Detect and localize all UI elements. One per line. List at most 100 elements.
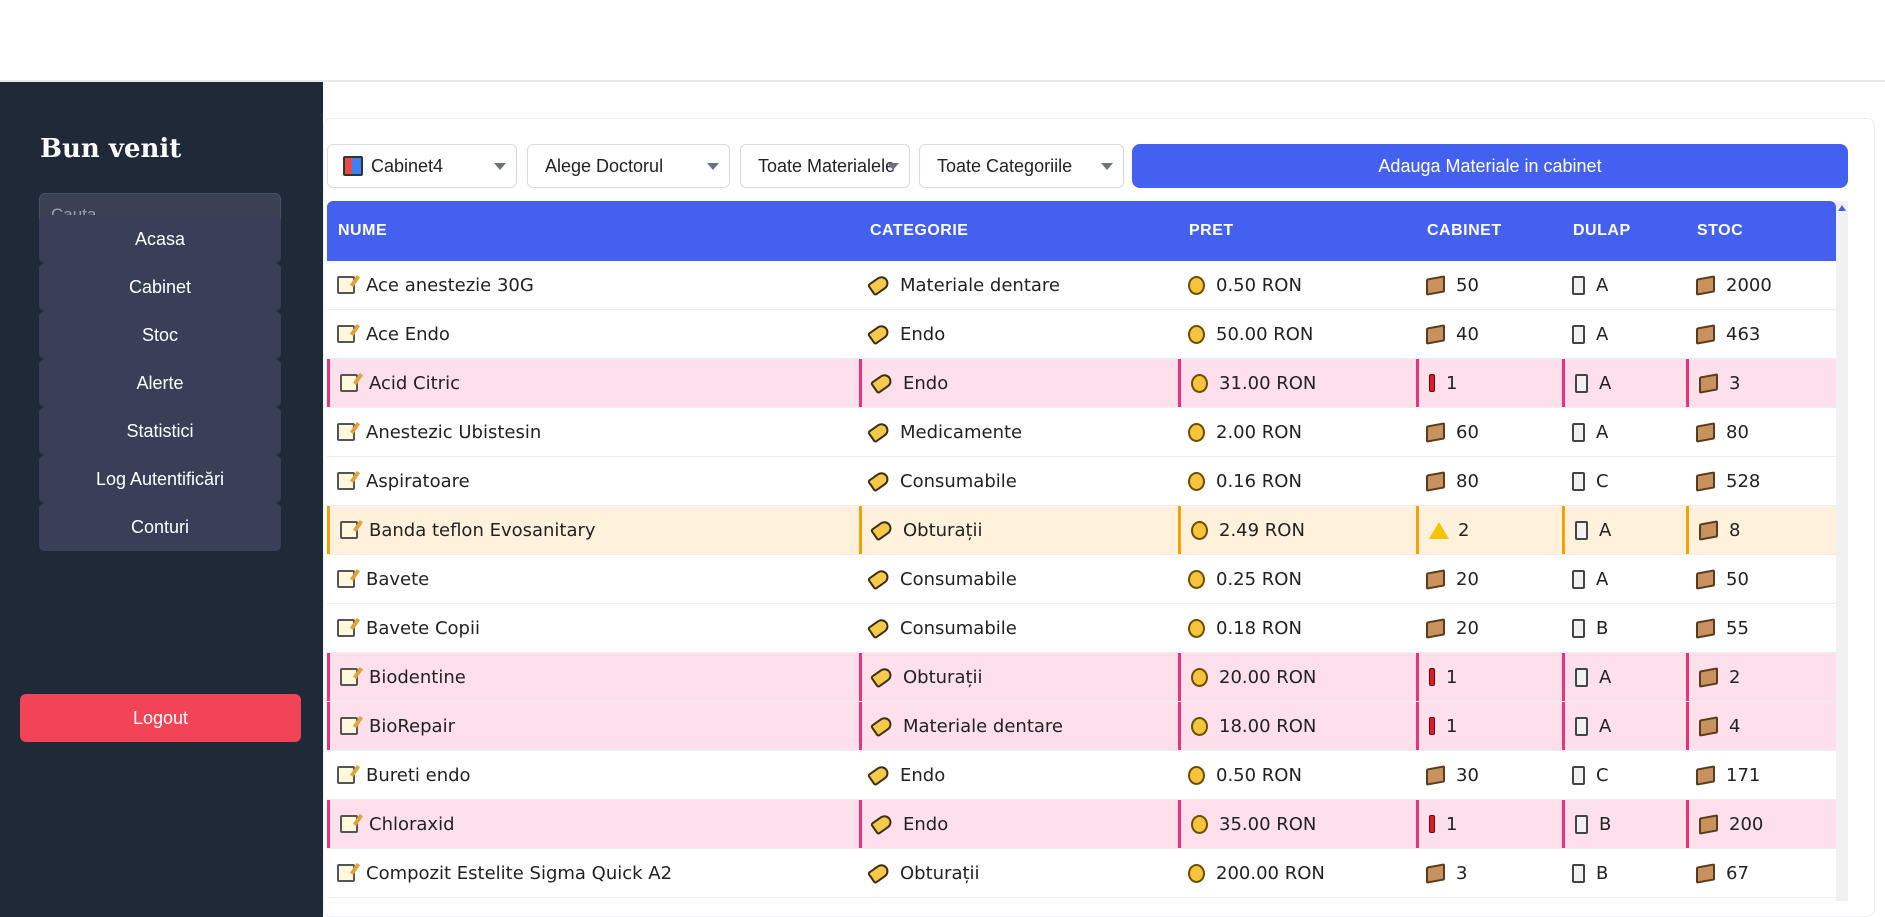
material-stoc: 200 [1729,813,1764,835]
cell-dulap: A [1562,359,1686,407]
logout-button[interactable]: Logout [20,694,301,742]
tag-icon [866,322,892,346]
top-bar [0,0,1885,82]
nav-conturi-button[interactable]: Conturi [39,503,281,551]
cell-dulap: A [1562,261,1686,309]
cell-dulap: B [1562,800,1686,848]
cell-stoc: 80 [1686,408,1836,456]
material-category: Endo [903,813,949,835]
add-materials-button[interactable]: Adauga Materiale in cabinet [1132,144,1848,188]
header-stoc[interactable]: STOC [1697,222,1744,239]
table-row[interactable]: Bavete Copii Consumabile 0.18 RON 20 B 55 [327,604,1836,653]
cell-pret: 0.16 RON [1178,457,1416,505]
cell-categorie: Consumabile [859,604,1178,652]
cell-categorie: Consumabile [859,457,1178,505]
exclamation-icon [1429,717,1435,735]
table-row[interactable]: Banda teflon Evosanitary Obturații 2.49 RO… [327,506,1836,555]
table-row[interactable]: Bureti endo Endo 0.50 RON 30 C 171 [327,751,1836,800]
package-icon [1696,617,1715,639]
cell-stoc: 528 [1686,457,1836,505]
table-row[interactable]: Compozit Estelite Sigma Quick A2 Obturați… [327,849,1836,898]
cell-pret: 0.25 RON [1178,555,1416,603]
chevron-down-icon [887,163,899,170]
table-row[interactable]: Ace anestezie 30G Materiale dentare 0.50 R… [327,261,1836,310]
material-stoc: 80 [1726,421,1749,443]
cell-nume: BioRepair [327,702,859,750]
memo-icon [337,619,355,637]
cell-nume: Anestezic Ubistesin [327,408,859,456]
tag-icon [866,861,892,885]
cell-stoc: 4 [1686,702,1836,750]
nav-stoc-button[interactable]: Stoc [39,311,281,359]
materials-select[interactable]: Toate Materialele [740,144,910,188]
cell-categorie: Endo [859,751,1178,799]
cell-nume: Bureti endo [327,751,859,799]
exclamation-icon [1429,668,1435,686]
nav-log-autentificari-button[interactable]: Log Autentificări [39,455,281,503]
material-cabinet-qty: 60 [1456,421,1479,443]
memo-icon [340,521,358,539]
nav-alerte-button[interactable]: Alerte [39,359,281,407]
table-row[interactable]: Chloraxid Endo 35.00 RON 1 B 200 [327,800,1836,849]
cell-cabinet: 30 [1416,751,1562,799]
nav-statistici-button[interactable]: Statistici [39,407,281,455]
package-icon [1426,862,1445,884]
memo-icon [337,325,355,343]
table-header: NUME CATEGORIE PRET CABINET DULAP STOC [327,201,1836,261]
material-stoc: 463 [1726,323,1761,345]
table-scrollbar[interactable] [1836,201,1848,901]
package-icon [1426,470,1445,492]
money-bag-icon [1188,765,1205,785]
cell-nume: Bavete Copii [327,604,859,652]
cell-nume: Acid Citric [327,359,859,407]
header-categorie[interactable]: CATEGORIE [870,222,969,239]
table-row[interactable]: Anestezic Ubistesin Medicamente 2.00 RON 60… [327,408,1836,457]
package-icon [1696,764,1715,786]
header-cabinet[interactable]: CABINET [1427,222,1502,239]
memo-icon [337,423,355,441]
cell-dulap: B [1562,849,1686,897]
cell-stoc: 8 [1686,506,1836,554]
cell-cabinet: 20 [1416,604,1562,652]
chevron-down-icon [494,163,506,170]
materials-select-value: Toate Materialele [758,155,896,176]
nav-acasa-button[interactable]: Acasa [39,215,281,263]
doctor-select[interactable]: Alege Doctorul [527,144,730,188]
package-icon [1699,666,1718,688]
table-row[interactable]: Acid Citric Endo 31.00 RON 1 A 3 [327,359,1836,408]
material-dulap: A [1599,715,1612,737]
cabinet-select[interactable]: Cabinet4 [327,144,517,188]
cell-cabinet: 2 [1416,506,1562,554]
package-icon [1696,274,1715,296]
material-category: Medicamente [900,421,1023,443]
categories-select[interactable]: Toate Categoriile [919,144,1124,188]
table-row[interactable]: Aspiratoare Consumabile 0.16 RON 80 C 528 [327,457,1836,506]
table-row[interactable]: Bavete Consumabile 0.25 RON 20 A 50 [327,555,1836,604]
table-row[interactable]: Ace Endo Endo 50.00 RON 40 A 463 [327,310,1836,359]
scroll-up-arrow-icon[interactable] [1838,205,1846,211]
tag-icon [869,518,895,542]
material-category: Obturații [903,519,983,541]
cell-dulap: C [1562,751,1686,799]
header-dulap[interactable]: DULAP [1573,222,1631,239]
package-icon [1699,372,1718,394]
nav-cabinet-button[interactable]: Cabinet [39,263,281,311]
material-cabinet-qty: 20 [1456,617,1479,639]
material-cabinet-qty: 1 [1446,813,1458,835]
material-name: Acid Citric [369,372,460,394]
material-dulap: C [1596,470,1609,492]
money-bag-icon [1191,814,1208,834]
money-bag-icon [1188,324,1205,344]
table-row[interactable]: Biodentine Obturații 20.00 RON 1 A 2 [327,653,1836,702]
header-pret[interactable]: PRET [1189,222,1234,239]
table-row[interactable]: BioRepair Materiale dentare 18.00 RON 1 A 4 [327,702,1836,751]
material-category: Consumabile [900,568,1017,590]
cell-stoc: 2 [1686,653,1836,701]
package-icon [1426,421,1445,443]
material-dulap: B [1596,862,1609,884]
header-nume[interactable]: NUME [338,222,388,239]
cabinet-icon [1575,716,1588,736]
tag-icon [866,273,892,297]
cabinet-icon [1572,471,1585,491]
memo-icon [340,668,358,686]
